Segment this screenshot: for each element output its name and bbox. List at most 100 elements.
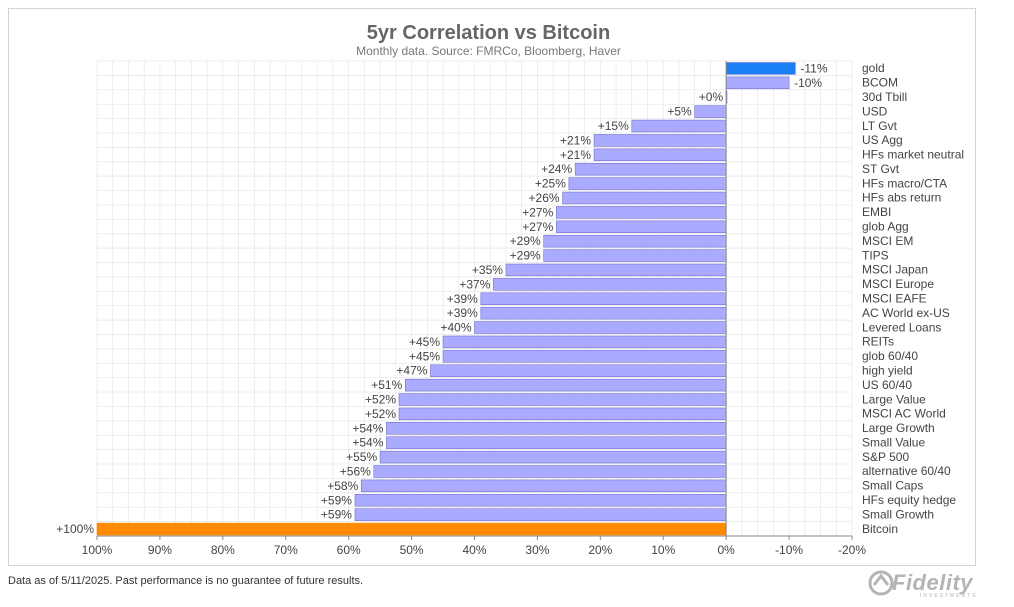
bar-value-label: +39% [447, 306, 478, 320]
bar [430, 364, 727, 377]
category-label: BCOM [862, 76, 898, 90]
bar [593, 148, 727, 162]
category-label: Small Value [862, 435, 925, 449]
category-label: glob Agg [862, 220, 909, 234]
category-label: high yield [862, 363, 913, 377]
bar [398, 407, 727, 421]
category-label: alternative 60/40 [862, 464, 951, 478]
bar [555, 220, 727, 234]
category-label: MSCI AC World [862, 407, 946, 421]
bar [442, 350, 727, 363]
bar [725, 76, 790, 90]
category-label: HFs market neutral [862, 148, 964, 162]
bar [373, 465, 727, 478]
bar-value-label: +25% [535, 177, 566, 191]
category-label: TIPS [862, 248, 889, 262]
category-label: Small Growth [862, 507, 934, 521]
x-tick-label: -20% [838, 543, 866, 557]
category-label: Large Value [862, 392, 926, 406]
bar-value-label: +27% [522, 205, 553, 219]
bar-value-label: +45% [409, 349, 440, 363]
x-tick-label: 10% [651, 543, 675, 557]
footnote: Data as of 5/11/2025. Past performance i… [8, 575, 364, 587]
chart-frame: 5yr Correlation vs Bitcoin Monthly data. … [8, 8, 976, 566]
category-label: EMBI [862, 205, 891, 219]
bar-value-label: -10% [794, 76, 822, 90]
bar-value-label: +59% [321, 493, 352, 507]
category-label: Bitcoin [862, 522, 898, 536]
bar-value-label: +39% [447, 292, 478, 306]
bar [96, 522, 727, 536]
bar [568, 177, 727, 190]
bar-value-label: +21% [560, 133, 591, 147]
bar [543, 249, 727, 262]
chart-subtitle: Monthly data. Source: FMRCo, Bloomberg, … [356, 44, 621, 58]
fidelity-logo-text: Fidelity [892, 570, 974, 595]
category-label: 30d Tbill [862, 90, 907, 104]
bar-value-label: +29% [510, 234, 541, 248]
category-label: S&P 500 [862, 450, 909, 464]
bar-value-label: +5% [667, 105, 692, 119]
category-label: US 60/40 [862, 378, 912, 392]
bar-value-label: +52% [365, 393, 396, 407]
category-label: HFs equity hedge [862, 493, 956, 507]
bar [354, 494, 727, 507]
x-tick-label: 80% [211, 543, 235, 557]
bar-value-label: +0% [699, 90, 724, 104]
bar-value-label: +29% [510, 249, 541, 263]
bar-value-label: +51% [371, 378, 402, 392]
category-label: USD [862, 104, 888, 118]
x-tick-label: 90% [148, 543, 172, 557]
bar-value-label: +54% [352, 436, 383, 450]
bar [386, 436, 727, 449]
bar-value-label: +55% [346, 450, 377, 464]
bar [398, 393, 727, 406]
category-label: LT Gvt [862, 119, 898, 133]
bar [480, 292, 727, 305]
bar [360, 479, 727, 493]
x-tick-label: 30% [525, 543, 549, 557]
chart-title: 5yr Correlation vs Bitcoin [367, 22, 610, 44]
bar [543, 234, 727, 248]
x-tick-label: 20% [588, 543, 612, 557]
bar-value-label: +52% [365, 407, 396, 421]
category-label: AC World ex-US [862, 306, 950, 320]
category-label: US Agg [862, 133, 903, 147]
category-label: ST Gvt [862, 162, 900, 176]
category-label: Levered Loans [862, 320, 941, 334]
x-tick-label: 40% [462, 543, 486, 557]
bar-value-label: +59% [321, 508, 352, 522]
bar-value-label: +15% [598, 119, 629, 133]
bar-value-label: +35% [472, 263, 503, 277]
bar-value-label: +100% [56, 522, 94, 536]
category-label: MSCI EAFE [862, 292, 927, 306]
category-label: HFs macro/CTA [862, 176, 947, 190]
bar-value-label: +58% [327, 479, 358, 493]
x-tick-label: 60% [337, 543, 361, 557]
bar [386, 422, 727, 435]
category-label: REITs [862, 335, 894, 349]
bar [404, 378, 727, 392]
bar [631, 119, 727, 133]
bar [505, 263, 727, 277]
bar [442, 335, 727, 349]
category-label: glob 60/40 [862, 349, 918, 363]
bar [474, 321, 727, 334]
bar [593, 134, 727, 147]
bar-value-label: +56% [340, 464, 371, 478]
bar-value-label: -11% [800, 61, 827, 75]
x-tick-label: 0% [717, 543, 735, 557]
bar-value-label: +26% [529, 191, 560, 205]
bar [574, 162, 727, 176]
fidelity-logo: Fidelity INVESTMENTS [868, 568, 1010, 602]
bar-value-label: +21% [560, 148, 591, 162]
category-label: Large Growth [862, 421, 935, 435]
bar-value-label: +37% [459, 277, 490, 291]
category-label: MSCI Europe [862, 277, 934, 291]
bar [354, 508, 727, 521]
bar [694, 105, 727, 118]
fidelity-logo-icon [868, 570, 894, 596]
bar-value-label: +40% [440, 321, 471, 335]
bar-value-label: +54% [352, 421, 383, 435]
